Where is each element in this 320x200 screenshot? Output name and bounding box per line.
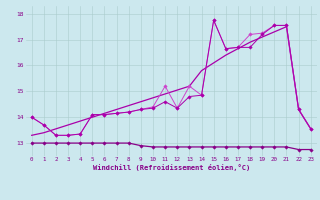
X-axis label: Windchill (Refroidissement éolien,°C): Windchill (Refroidissement éolien,°C) — [92, 164, 250, 171]
